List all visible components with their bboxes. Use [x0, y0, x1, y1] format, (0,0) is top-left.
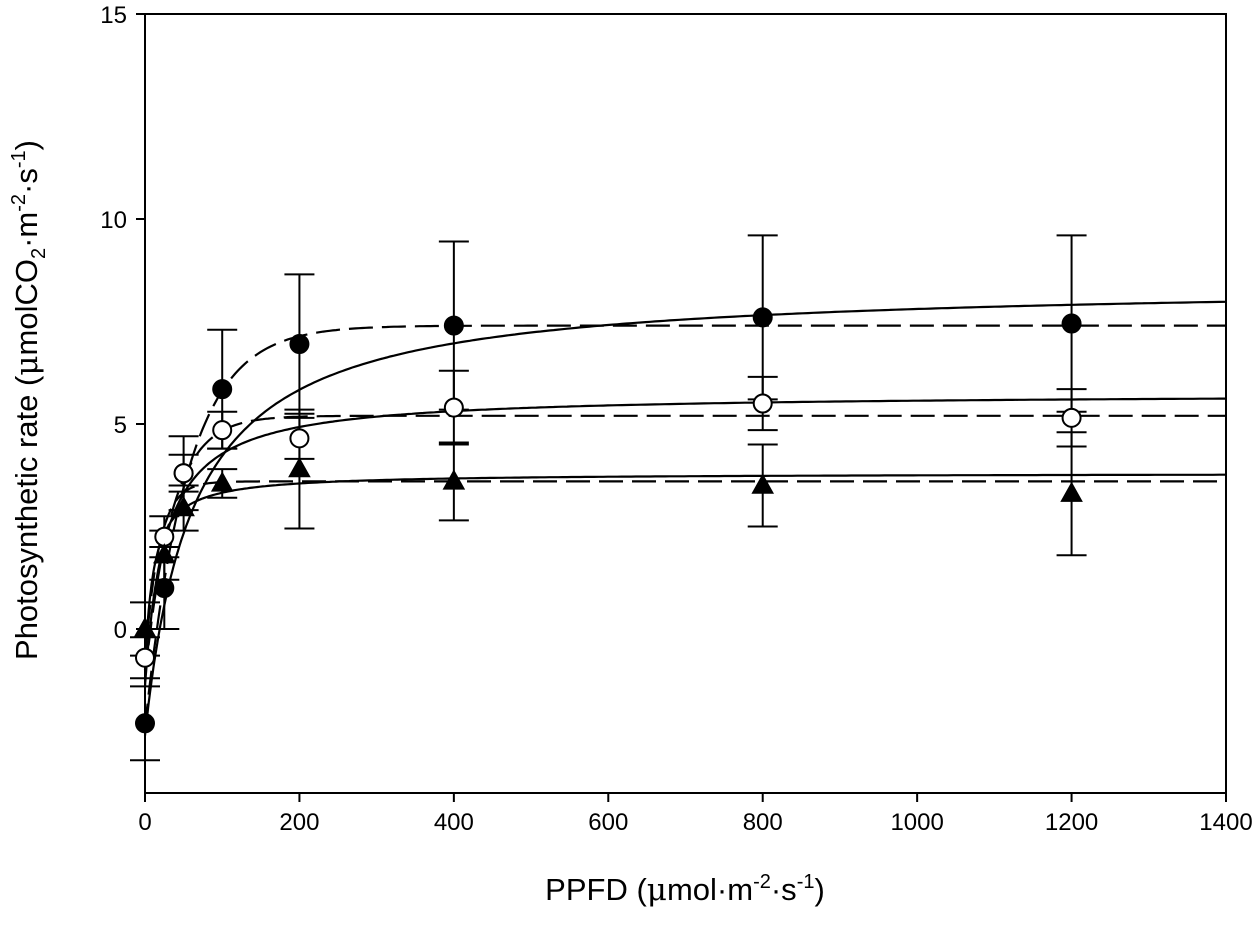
point-open-circle-7 [1061, 407, 1082, 428]
point-triangle-2 [172, 496, 195, 517]
fit-curve-solid-0 [143, 300, 1227, 736]
point-filled-circle-0 [135, 713, 155, 734]
y-tick-label-1: 5 [114, 412, 127, 439]
y-tick-label-3: 15 [100, 2, 127, 29]
y-tick-label-2: 10 [100, 207, 127, 234]
x-tick-label-6: 1200 [1045, 809, 1098, 836]
point-triangle-0 [133, 616, 157, 638]
point-filled-circle-1 [154, 578, 175, 598]
point-filled-circle-3 [212, 379, 233, 400]
point-filled-circle-6 [752, 307, 773, 328]
fit-curve-dashed-2 [143, 480, 1226, 662]
point-open-circle-1 [154, 526, 175, 547]
point-triangle-1 [153, 543, 176, 564]
point-filled-circle-7 [1061, 313, 1082, 334]
point-open-circle-4 [289, 428, 310, 449]
point-triangle-3 [210, 471, 234, 492]
point-triangle-4 [288, 457, 311, 478]
point-open-circle-6 [752, 393, 773, 414]
x-tick-label-2: 400 [434, 809, 474, 836]
fit-curve-dashed-0 [143, 324, 1226, 728]
axis-ticks: 0 200 400 600 800 1000 1200 1400 0 5 10 15 [100, 2, 1252, 836]
x-tick-label-7: 1400 [1199, 809, 1252, 836]
fit-curve-solid-2 [143, 473, 1226, 671]
x-tick-label-1: 200 [279, 809, 319, 836]
point-filled-circle-5 [443, 315, 464, 336]
x-axis-title: PPFD (μmol·m-2·s-1) [545, 871, 825, 908]
plot-area [130, 13, 1227, 794]
plot-frame [144, 13, 1227, 794]
point-triangle-7 [1060, 481, 1083, 502]
fit-curve-solid-1 [143, 397, 1226, 687]
point-triangle-6 [751, 473, 775, 494]
fit-curve-dashed-1 [143, 414, 1226, 679]
point-triangle-5 [442, 469, 466, 490]
point-open-circle-2 [173, 463, 194, 484]
y-tick-label-0: 0 [114, 617, 127, 644]
y-axis-title: Photosynthetic rate (μmolCO2·m-2·s-1) [8, 140, 50, 660]
x-tick-label-4: 800 [743, 809, 783, 836]
point-filled-circle-4 [289, 334, 310, 355]
point-open-circle-0 [135, 647, 155, 668]
x-tick-label-5: 1000 [890, 809, 943, 836]
x-tick-label-3: 600 [588, 809, 628, 836]
point-open-circle-3 [212, 420, 233, 441]
x-tick-label-0: 0 [138, 809, 151, 836]
point-open-circle-5 [443, 397, 464, 418]
